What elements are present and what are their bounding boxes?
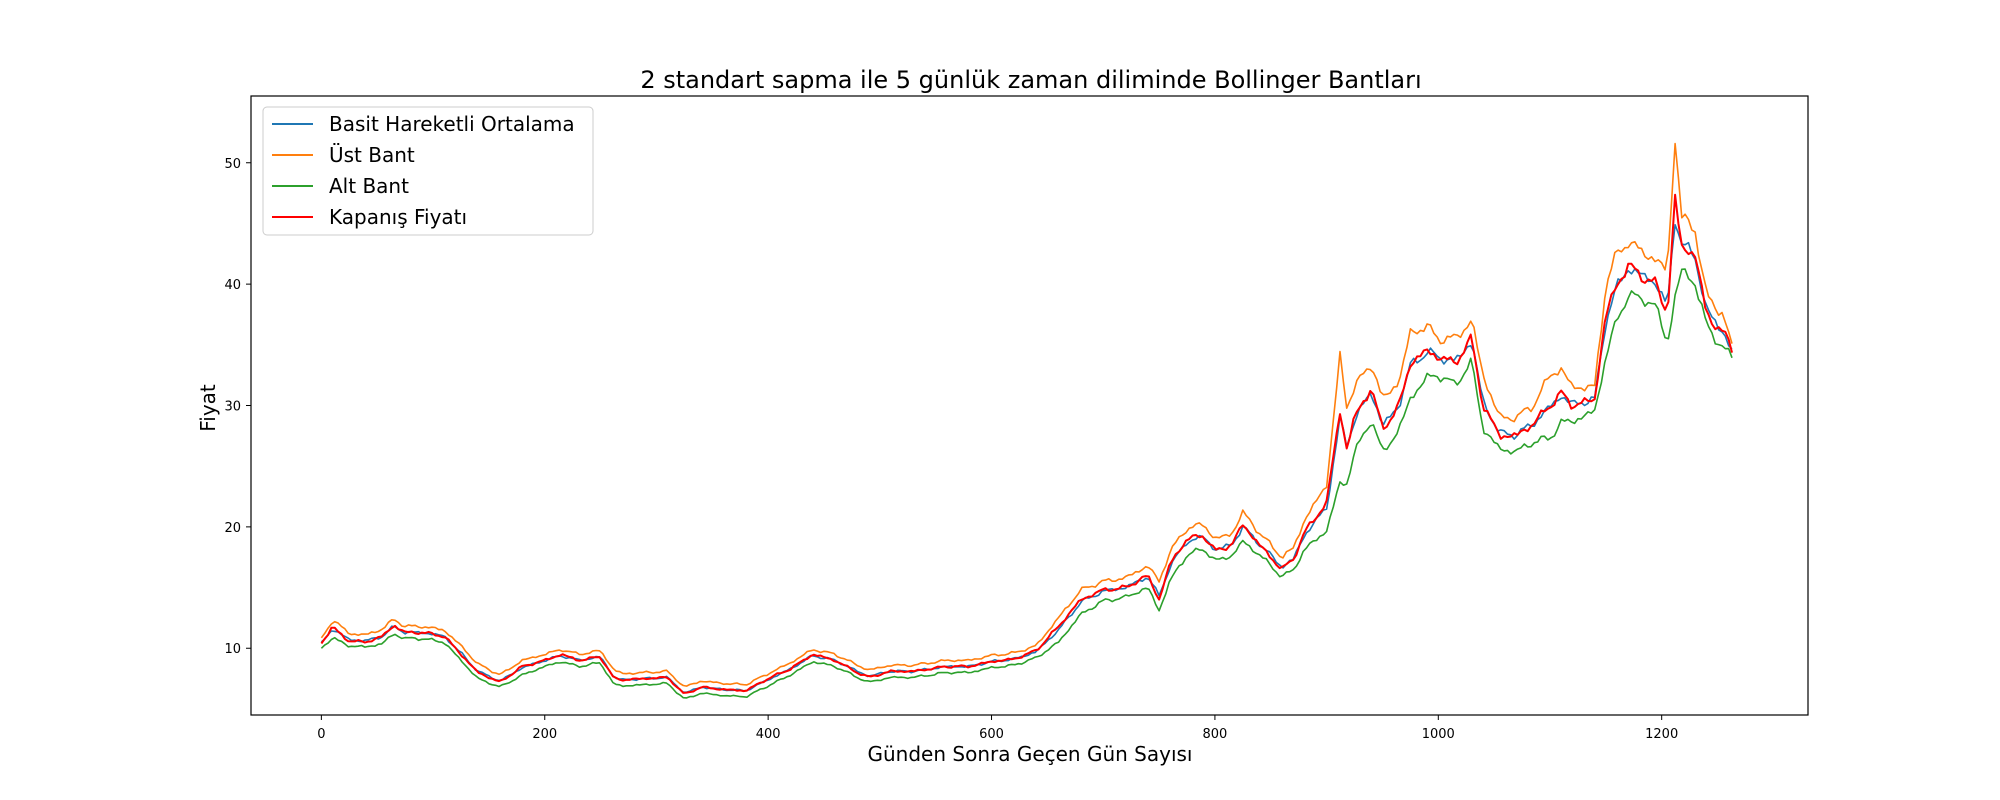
y-axis-label: Fiyat xyxy=(196,384,220,432)
legend-label-upper: Üst Bant xyxy=(329,143,415,167)
series-line-close xyxy=(320,193,1733,694)
x-tick-label: 200 xyxy=(532,727,557,742)
legend-label-close: Kapanış Fiyatı xyxy=(329,205,467,229)
y-axis-ticks: 10 20 30 40 50 xyxy=(224,157,251,657)
legend-items: Basit Hareketli Ortalama Üst Bant Alt Bant… xyxy=(272,112,575,229)
series-line-upper xyxy=(320,142,1733,687)
legend-label-lower: Alt Bant xyxy=(329,174,409,198)
x-axis-ticks: 0 200 400 600 800 1000 1200 xyxy=(317,715,1678,742)
y-tick-label: 20 xyxy=(224,521,241,536)
legend-label-sma: Basit Hareketli Ortalama xyxy=(329,112,575,136)
x-axis-label: Günden Sonra Geçen Gün Sayısı xyxy=(868,742,1193,766)
chart-title: 2 standart sapma ile 5 günlük zaman dili… xyxy=(640,66,1421,94)
x-tick-label: 0 xyxy=(317,727,325,742)
y-tick-label: 50 xyxy=(224,157,241,172)
y-tick-label: 30 xyxy=(224,400,241,415)
x-tick-label: 1200 xyxy=(1645,727,1678,742)
series-line-lower xyxy=(320,268,1733,699)
legend: Basit Hareketli Ortalama Üst Bant Alt Bant… xyxy=(262,106,594,236)
x-tick-label: 800 xyxy=(1202,727,1227,742)
y-tick-label: 10 xyxy=(224,642,241,657)
series-layer xyxy=(320,142,1733,699)
x-tick-label: 400 xyxy=(756,727,781,742)
x-tick-label: 600 xyxy=(979,727,1004,742)
x-tick-label: 1000 xyxy=(1422,727,1455,742)
y-tick-label: 40 xyxy=(224,278,241,293)
legend-box xyxy=(262,106,594,236)
